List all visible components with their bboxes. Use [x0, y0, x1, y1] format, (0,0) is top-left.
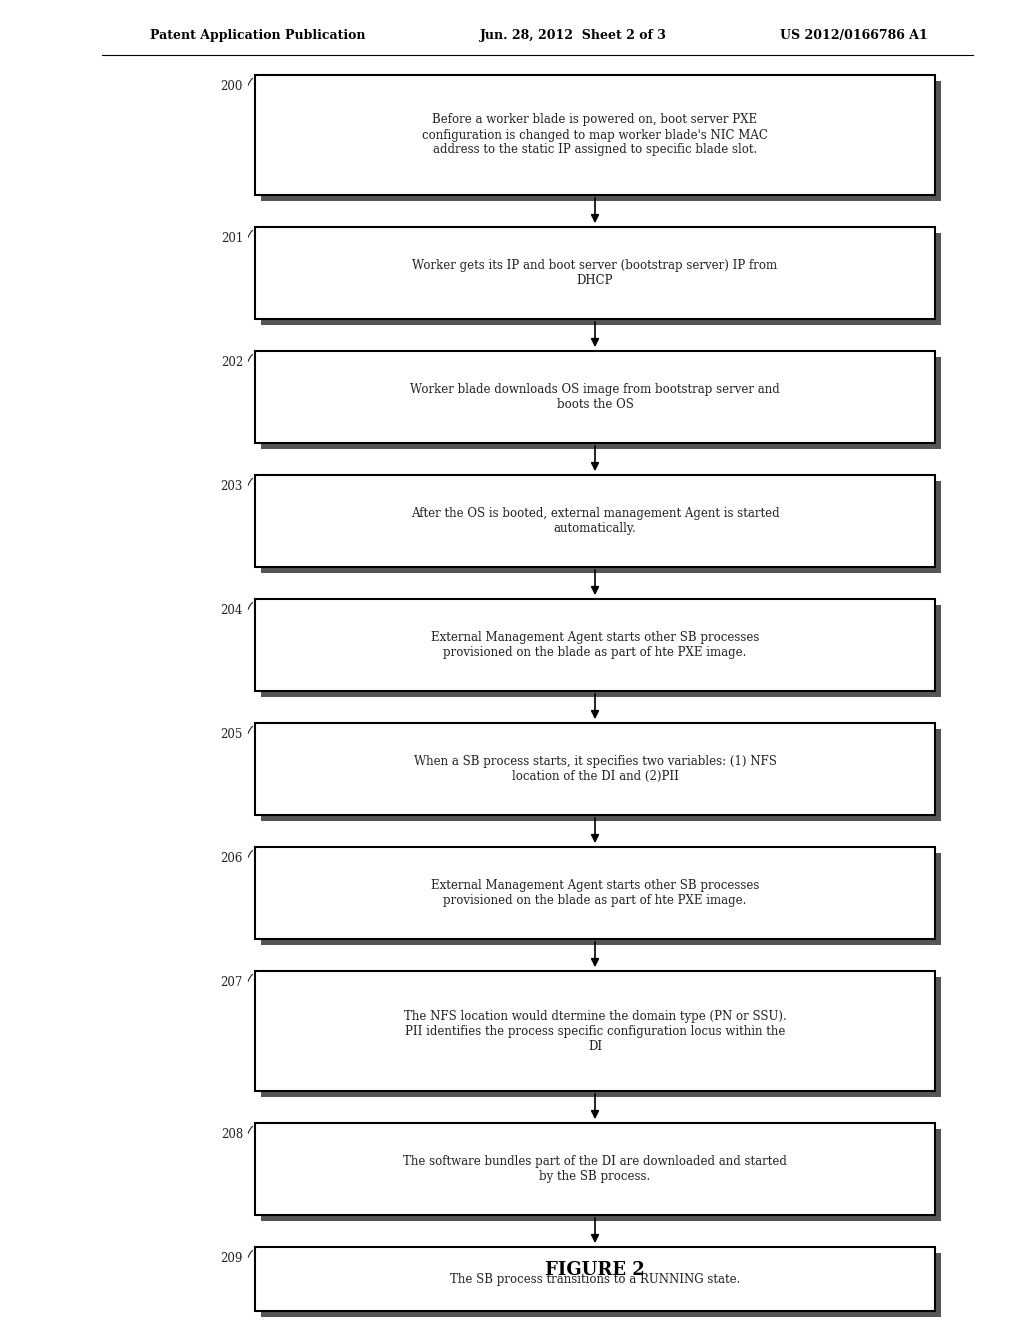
Text: 202: 202	[221, 356, 243, 370]
Text: 208: 208	[221, 1129, 243, 1140]
Text: The SB process transitions to a RUNNING state.: The SB process transitions to a RUNNING …	[450, 1272, 740, 1286]
FancyBboxPatch shape	[261, 853, 941, 945]
FancyBboxPatch shape	[255, 1247, 935, 1311]
FancyBboxPatch shape	[255, 351, 935, 444]
Text: FIGURE 2: FIGURE 2	[545, 1261, 645, 1279]
Text: US 2012/0166786 A1: US 2012/0166786 A1	[780, 29, 928, 41]
Text: External Management Agent starts other SB processes
provisioned on the blade as : External Management Agent starts other S…	[431, 631, 759, 659]
FancyBboxPatch shape	[255, 847, 935, 939]
Text: Before a worker blade is powered on, boot server PXE
configuration is changed to: Before a worker blade is powered on, boo…	[422, 114, 768, 157]
FancyBboxPatch shape	[255, 1123, 935, 1214]
Text: 204: 204	[220, 605, 243, 616]
FancyBboxPatch shape	[261, 81, 941, 201]
FancyBboxPatch shape	[261, 234, 941, 325]
Text: Jun. 28, 2012  Sheet 2 of 3: Jun. 28, 2012 Sheet 2 of 3	[480, 29, 667, 41]
Text: After the OS is booted, external management Agent is started
automatically.: After the OS is booted, external managem…	[411, 507, 779, 535]
Text: 209: 209	[220, 1251, 243, 1265]
Text: 206: 206	[220, 851, 243, 865]
FancyBboxPatch shape	[261, 977, 941, 1097]
Text: External Management Agent starts other SB processes
provisioned on the blade as : External Management Agent starts other S…	[431, 879, 759, 907]
FancyBboxPatch shape	[261, 1129, 941, 1221]
FancyBboxPatch shape	[255, 972, 935, 1092]
Text: 207: 207	[220, 975, 243, 989]
FancyBboxPatch shape	[255, 227, 935, 319]
FancyBboxPatch shape	[255, 723, 935, 814]
Text: 205: 205	[220, 729, 243, 741]
FancyBboxPatch shape	[255, 475, 935, 568]
FancyBboxPatch shape	[261, 480, 941, 573]
Text: Worker blade downloads OS image from bootstrap server and
boots the OS: Worker blade downloads OS image from boo…	[411, 383, 780, 411]
Text: 203: 203	[220, 480, 243, 492]
Text: 201: 201	[221, 232, 243, 246]
Text: When a SB process starts, it specifies two variables: (1) NFS
location of the DI: When a SB process starts, it specifies t…	[414, 755, 776, 783]
FancyBboxPatch shape	[261, 1253, 941, 1317]
Text: Worker gets its IP and boot server (bootstrap server) IP from
DHCP: Worker gets its IP and boot server (boot…	[413, 259, 777, 286]
Text: The software bundles part of the DI are downloaded and started
by the SB process: The software bundles part of the DI are …	[403, 1155, 786, 1183]
FancyBboxPatch shape	[255, 599, 935, 690]
FancyBboxPatch shape	[261, 729, 941, 821]
FancyBboxPatch shape	[261, 605, 941, 697]
Text: 200: 200	[220, 81, 243, 92]
FancyBboxPatch shape	[255, 75, 935, 195]
Text: The NFS location would dtermine the domain type (PN or SSU).
PII identifies the : The NFS location would dtermine the doma…	[403, 1010, 786, 1052]
Text: Patent Application Publication: Patent Application Publication	[150, 29, 366, 41]
FancyBboxPatch shape	[261, 356, 941, 449]
